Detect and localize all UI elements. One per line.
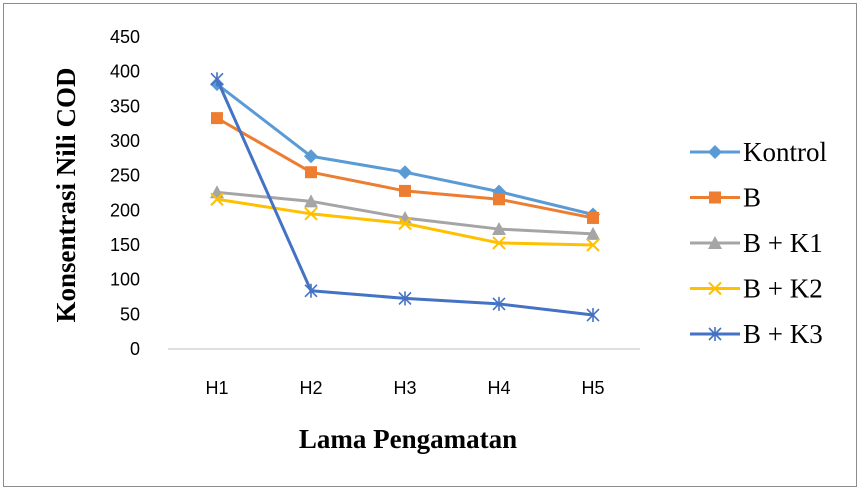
legend-item: B + K1	[690, 228, 823, 258]
y-tick-label: 50	[120, 304, 140, 324]
y-tick-label: 450	[110, 27, 140, 47]
x-axis-title: Lama Pengamatan	[299, 424, 517, 454]
x-tick-label: H1	[205, 378, 228, 398]
data-point	[492, 236, 506, 250]
data-point	[304, 149, 318, 164]
data-point	[492, 222, 506, 236]
data-point	[398, 165, 412, 180]
legend: Kontrol B B + K1 B + K2 B + K3	[690, 137, 827, 349]
data-point	[305, 166, 317, 179]
legend-label: B	[743, 183, 761, 213]
axes: 0 50 100 150 200 250 300 350 400 450 H1 H2 H3 H4 H5	[110, 27, 640, 398]
y-tick-label: 400	[110, 62, 140, 82]
data-point	[399, 184, 411, 197]
legend-label: B + K1	[743, 228, 823, 258]
data-point	[586, 308, 600, 323]
legend-marker	[708, 327, 722, 341]
series-2	[211, 112, 599, 224]
legend-label: Kontrol	[743, 137, 827, 167]
data-point	[493, 193, 505, 206]
x-tick-label: H3	[393, 378, 416, 398]
legend-marker	[709, 191, 721, 204]
y-tick-label: 100	[110, 270, 140, 290]
legend-item: B	[690, 183, 761, 213]
legend-marker	[708, 145, 722, 159]
series-5	[210, 72, 600, 323]
y-tick-label: 300	[110, 131, 140, 151]
data-point	[304, 207, 318, 221]
series-4	[210, 192, 600, 252]
legend-item: B + K3	[690, 319, 823, 349]
data-point	[398, 216, 412, 231]
data-point	[587, 211, 599, 224]
y-tick-label: 150	[110, 235, 140, 255]
data-point	[304, 283, 318, 298]
series-layer	[210, 72, 600, 323]
data-point	[586, 238, 600, 252]
x-tick-label: H2	[299, 378, 322, 398]
legend-item: Kontrol	[690, 137, 827, 167]
data-point	[211, 112, 223, 125]
legend-label: B + K3	[743, 319, 823, 349]
x-tick-label: H5	[581, 378, 604, 398]
legend-item: B + K2	[690, 274, 823, 304]
y-tick-label: 0	[130, 339, 140, 359]
data-point	[492, 296, 506, 311]
data-point	[210, 72, 224, 87]
y-tick-label: 250	[110, 166, 140, 186]
y-axis-title: Konsentrasi Nili COD	[51, 67, 81, 322]
data-point	[398, 291, 412, 306]
legend-marker	[708, 236, 722, 249]
data-point	[586, 226, 600, 240]
data-point	[210, 192, 224, 206]
legend-label: B + K2	[743, 274, 823, 304]
data-point	[304, 194, 318, 208]
y-tick-label: 350	[110, 96, 140, 116]
x-tick-label: H4	[487, 378, 510, 398]
legend-marker	[708, 281, 722, 296]
y-tick-label: 200	[110, 200, 140, 220]
